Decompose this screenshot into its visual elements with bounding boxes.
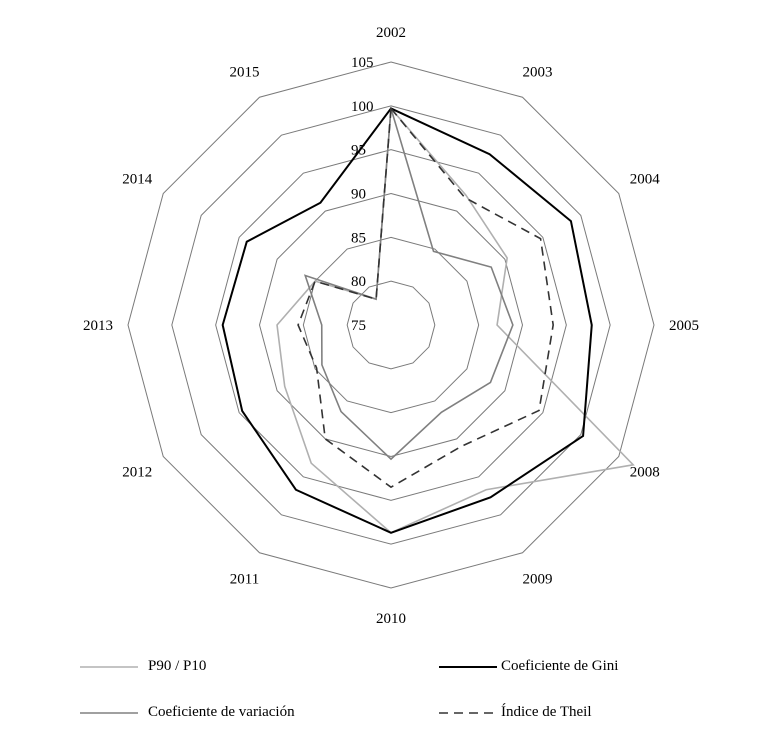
axis-label-2008: 2008: [630, 465, 660, 481]
axis-label-2015: 2015: [230, 64, 260, 80]
axis-label-2011: 2011: [230, 572, 259, 588]
legend-line-gini: [439, 665, 497, 668]
legend-item-gini: Coeficiente de Gini: [439, 658, 618, 675]
axis-label-2004: 2004: [630, 172, 661, 188]
grid-ring-105: [127, 61, 655, 589]
tick-label: 100: [351, 99, 374, 115]
axis-label-2003: 2003: [523, 64, 553, 80]
legend-item-p90-p10: P90 / P10: [80, 658, 206, 675]
legend-label: Índice de Theil: [501, 704, 592, 720]
axis-labels: 2002 2003 2004 2005 2008 2009 2010 2011 2012 2013…: [83, 25, 699, 627]
axis-label-2013: 2013: [83, 318, 113, 334]
legend-label: Coeficiente de Gini: [501, 658, 619, 674]
grid-rings: [127, 61, 655, 589]
axis-label-2012: 2012: [122, 465, 152, 481]
legend-item-theil: Índice de Theil: [439, 704, 592, 721]
legend-item-cv: Coeficiente de variación: [80, 704, 295, 721]
tick-label: 105: [351, 55, 374, 71]
tick-label: 80: [351, 274, 366, 290]
legend-line-theil: [439, 711, 497, 714]
legend-label: Coeficiente de variación: [148, 704, 295, 720]
series-line-3: [297, 106, 554, 489]
tick-label: 75: [351, 318, 366, 334]
grid-ring-90: [258, 192, 524, 458]
axis-label-2010: 2010: [376, 611, 406, 627]
axis-label-2014: 2014: [122, 172, 153, 188]
grid-ring-100: [171, 105, 611, 545]
axis-label-2002: 2002: [376, 25, 406, 41]
tick-label: 85: [351, 230, 366, 246]
axis-label-2009: 2009: [523, 572, 553, 588]
grid-ring-85: [302, 236, 480, 414]
series-line-0: [276, 106, 635, 534]
legend-line-p90-p10: [80, 665, 138, 668]
series-line-2: [303, 108, 514, 461]
series-line-1: [221, 107, 593, 534]
data-series: [221, 106, 635, 534]
grid-ring-80: [346, 280, 436, 370]
axis-label-2005: 2005: [669, 318, 699, 334]
legend-label: P90 / P10: [148, 658, 207, 674]
grid-ring-95: [215, 149, 567, 501]
tick-label: 90: [351, 187, 366, 203]
legend-line-cv: [80, 711, 138, 714]
